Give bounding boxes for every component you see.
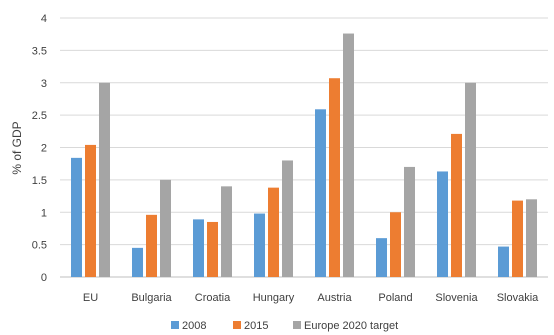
bar-hungary-2008 [254, 213, 265, 277]
x-tick-label: Slovakia [497, 292, 539, 304]
bar-series [71, 33, 537, 277]
y-tick-label: 2 [41, 143, 47, 155]
x-tick-label: Poland [378, 292, 412, 304]
bar-bulgaria-2008 [132, 247, 143, 277]
bar-croatia-2008 [193, 219, 204, 277]
bar-eu-2015 [85, 144, 96, 277]
bar-austria-2015 [329, 78, 340, 277]
bar-bulgaria-2015 [146, 214, 157, 277]
bar-hungary-europe-2020-target [282, 160, 293, 277]
y-tick-label: 1.5 [32, 175, 47, 187]
bar-slovakia-2015 [512, 200, 523, 277]
bar-croatia-europe-2020-target [221, 186, 232, 277]
bar-slovakia-2008 [498, 246, 509, 277]
y-tick-label: 3.5 [32, 45, 47, 57]
legend-label: 2015 [244, 320, 268, 332]
bar-eu-europe-2020-target [99, 82, 110, 277]
bar-slovenia-europe-2020-target [465, 82, 476, 277]
bar-hungary-2015 [268, 187, 279, 277]
bar-slovenia-2015 [451, 133, 462, 277]
y-axis-tick-labels: 0 0.5 1 1.5 2 2.5 3 3.5 4 [32, 13, 47, 284]
bar-poland-2015 [390, 212, 401, 277]
y-tick-label: 1 [41, 207, 47, 219]
bar-poland-europe-2020-target [404, 166, 415, 277]
x-axis-category-labels: EU Bulgaria Croatia Hungary Austria Poland Slo… [83, 292, 539, 304]
bar-bulgaria-europe-2020-target [160, 179, 171, 277]
grid-lines [60, 17, 548, 278]
legend-swatch [171, 321, 179, 329]
x-tick-label: Croatia [195, 292, 231, 304]
legend-swatch [293, 321, 301, 329]
legend-label: Europe 2020 target [304, 320, 398, 332]
bar-poland-2008 [376, 238, 387, 277]
bar-slovakia-europe-2020-target [526, 199, 537, 277]
x-tick-label: Austria [317, 292, 352, 304]
y-tick-label: 4 [41, 13, 47, 25]
bar-austria-2008 [315, 109, 326, 277]
y-tick-label: 0.5 [32, 240, 47, 252]
x-tick-label: Hungary [253, 292, 295, 304]
y-tick-label: 3 [41, 78, 47, 90]
bar-croatia-2015 [207, 221, 218, 277]
legend-swatch [233, 321, 241, 329]
y-tick-label: 0 [41, 272, 47, 284]
x-tick-label: Slovenia [435, 292, 478, 304]
y-tick-label: 2.5 [32, 110, 47, 122]
y-axis-title: % of GDP [10, 121, 24, 174]
legend-label: 2008 [182, 320, 206, 332]
legend: 2008 2015 Europe 2020 target [171, 320, 398, 332]
x-tick-label: EU [83, 292, 98, 304]
bar-slovenia-2008 [437, 171, 448, 277]
bar-austria-europe-2020-target [343, 33, 354, 277]
x-tick-label: Bulgaria [131, 292, 172, 304]
bar-eu-2008 [71, 157, 82, 277]
